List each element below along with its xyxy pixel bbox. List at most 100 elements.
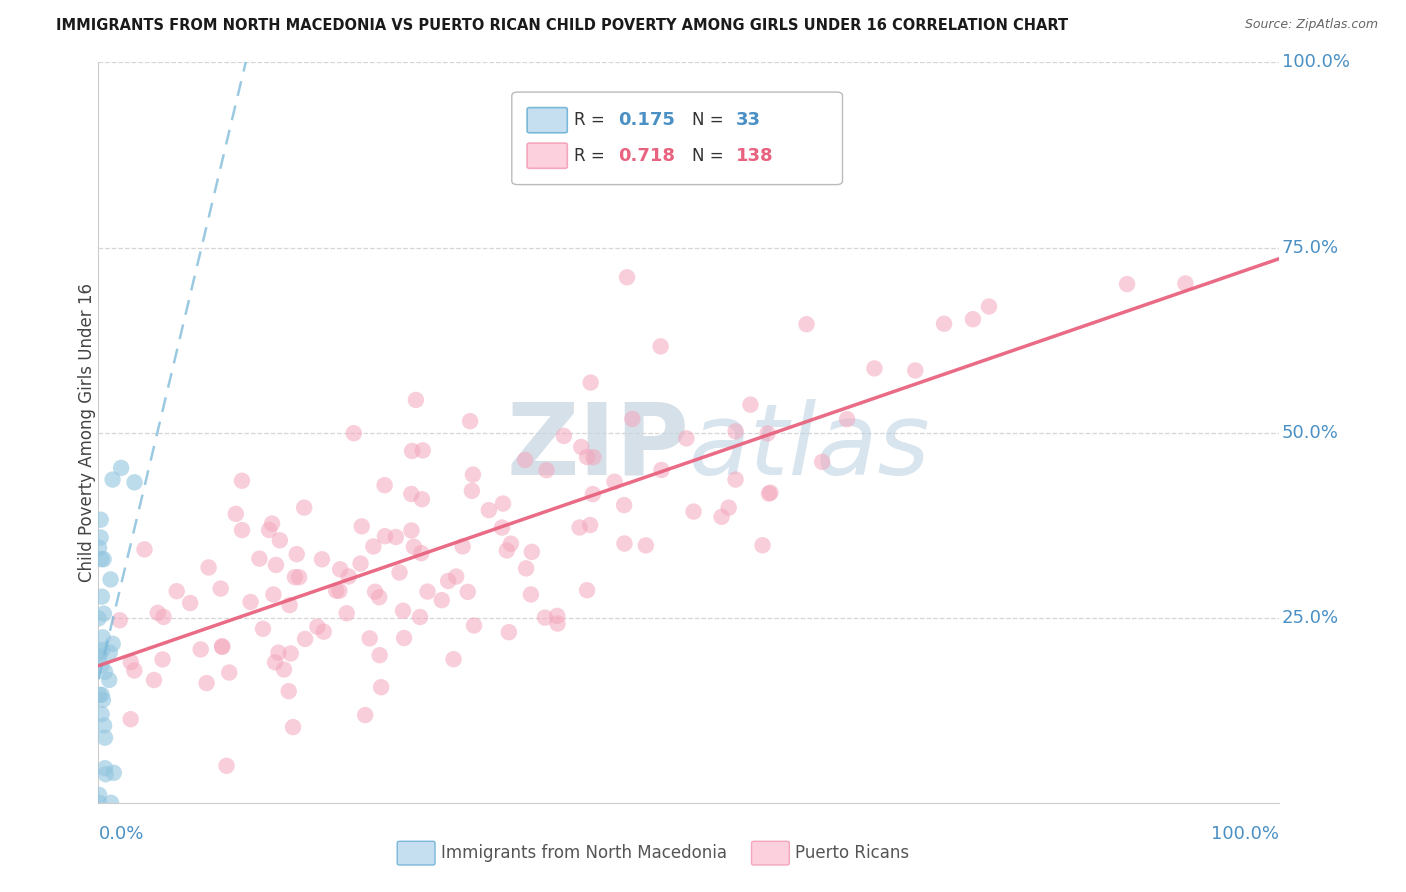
Point	[491, 520, 513, 534]
Point	[94, 767, 117, 781]
Point	[385, 530, 408, 544]
Point	[284, 570, 307, 584]
Point	[759, 485, 782, 500]
FancyBboxPatch shape	[512, 92, 842, 185]
Point	[405, 392, 427, 407]
Point	[546, 608, 568, 623]
Text: ZIP: ZIP	[506, 399, 689, 496]
Point	[336, 607, 359, 621]
Point	[101, 473, 124, 487]
Point	[89, 688, 111, 702]
Point	[392, 631, 415, 645]
Point	[682, 505, 704, 519]
Point	[457, 585, 479, 599]
Text: 75.0%: 75.0%	[1282, 238, 1339, 257]
Point	[451, 540, 474, 554]
Point	[756, 426, 779, 441]
Point	[215, 758, 238, 772]
Point	[90, 590, 112, 604]
Point	[94, 665, 117, 679]
Point	[90, 552, 112, 566]
Point	[515, 561, 537, 575]
Point	[650, 339, 672, 353]
Point	[101, 637, 124, 651]
Point	[328, 583, 350, 598]
Point	[401, 524, 423, 538]
Point	[257, 523, 280, 537]
Point	[368, 648, 391, 663]
Point	[90, 658, 112, 673]
Point	[724, 473, 747, 487]
Point	[90, 531, 112, 545]
Point	[152, 610, 174, 624]
Point	[374, 478, 396, 492]
Point	[416, 584, 439, 599]
Point	[152, 652, 174, 666]
Text: 0.175: 0.175	[619, 112, 675, 129]
FancyBboxPatch shape	[527, 143, 567, 169]
Text: 25.0%: 25.0%	[1282, 608, 1339, 627]
Point	[811, 455, 834, 469]
Point	[513, 453, 536, 467]
Point	[91, 643, 114, 657]
Point	[87, 541, 110, 555]
Point	[100, 796, 122, 810]
Point	[260, 516, 283, 531]
Point	[349, 557, 371, 571]
Point	[294, 632, 316, 646]
Point	[89, 646, 111, 660]
Point	[124, 664, 146, 678]
Point	[364, 584, 387, 599]
Point	[461, 483, 484, 498]
Point	[616, 270, 638, 285]
Point	[146, 606, 169, 620]
Point	[534, 610, 557, 624]
Point	[443, 652, 465, 666]
Point	[264, 558, 287, 572]
Point	[103, 765, 125, 780]
Point	[93, 718, 115, 732]
Point	[90, 707, 112, 722]
Point	[463, 618, 485, 632]
Point	[650, 463, 672, 477]
Text: Puerto Ricans: Puerto Ricans	[796, 844, 910, 863]
Point	[120, 712, 142, 726]
Point	[582, 450, 605, 465]
Point	[411, 546, 433, 560]
Point	[582, 487, 605, 501]
Point	[568, 520, 591, 534]
Point	[904, 363, 927, 377]
Point	[740, 398, 762, 412]
Text: Source: ZipAtlas.com: Source: ZipAtlas.com	[1244, 18, 1378, 31]
Point	[262, 587, 284, 601]
Point	[337, 569, 360, 583]
Point	[411, 492, 433, 507]
Point	[1174, 277, 1197, 291]
Text: N =: N =	[693, 112, 730, 129]
Point	[392, 604, 415, 618]
Point	[179, 596, 201, 610]
FancyBboxPatch shape	[527, 108, 567, 133]
Text: Immigrants from North Macedonia: Immigrants from North Macedonia	[441, 844, 727, 863]
Point	[621, 412, 644, 426]
Text: 138: 138	[737, 146, 773, 165]
Point	[90, 513, 112, 527]
Point	[273, 663, 295, 677]
Text: ⬜: ⬜	[423, 842, 434, 860]
Point	[710, 509, 733, 524]
Point	[401, 444, 423, 458]
Point	[751, 538, 773, 552]
Point	[278, 598, 301, 612]
Point	[94, 761, 117, 775]
Point	[239, 595, 262, 609]
Point	[613, 536, 636, 550]
Text: 100.0%: 100.0%	[1212, 825, 1279, 843]
Point	[458, 414, 481, 428]
Point	[211, 639, 233, 653]
Text: 0.0%: 0.0%	[98, 825, 143, 843]
Point	[495, 543, 517, 558]
Point	[209, 582, 232, 596]
Point	[285, 547, 308, 561]
Point	[444, 569, 467, 583]
Text: 100.0%: 100.0%	[1282, 54, 1350, 71]
